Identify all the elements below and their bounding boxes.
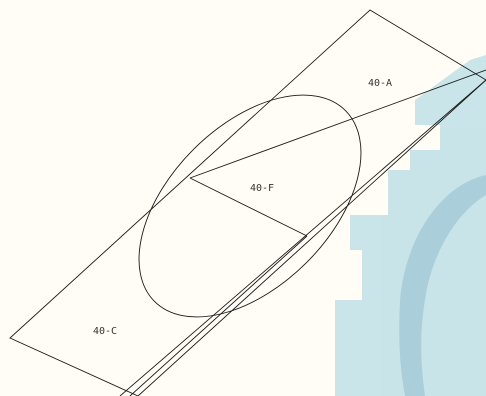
ellipse-divider-line (189, 177, 308, 237)
label-40-c: 40-C (93, 326, 117, 337)
strip-line-bottom (129, 235, 308, 396)
ellipse-region (138, 94, 362, 318)
gear-watermark-icon (335, 55, 486, 396)
gear-watermark-body (335, 55, 486, 396)
inner-line-upper (119, 79, 486, 396)
strip-line-top (189, 69, 486, 179)
gear-watermark-inner-ring (399, 175, 486, 396)
label-40-f: 40-F (250, 183, 274, 194)
outer-rectangle (9, 9, 486, 396)
label-40-a: 40-A (368, 78, 392, 89)
